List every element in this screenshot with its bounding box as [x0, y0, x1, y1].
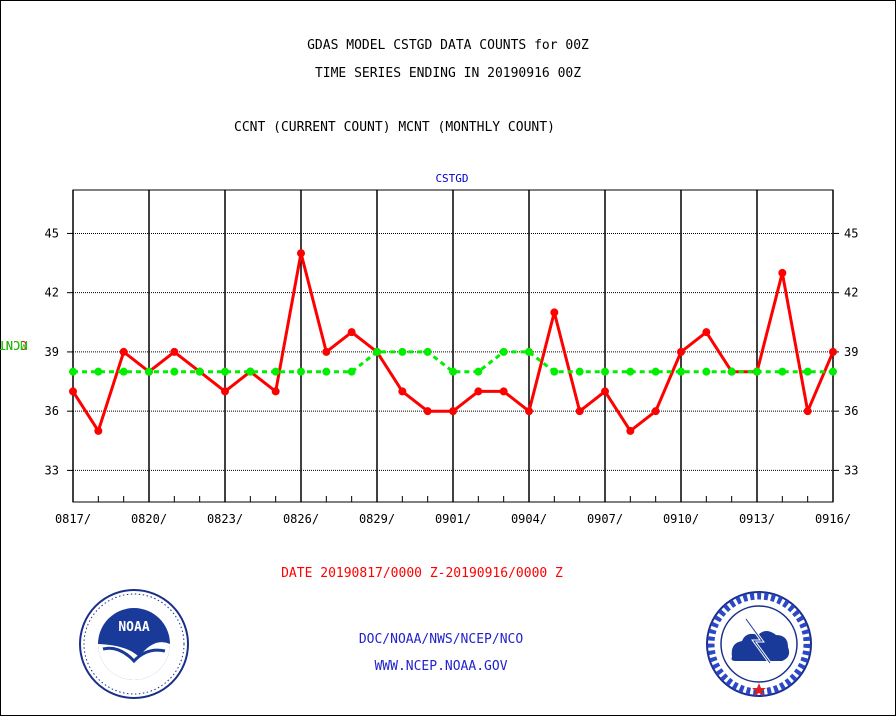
data-point-ccnt — [119, 347, 128, 356]
website-text: WWW.NCEP.NOAA.GOV — [374, 659, 508, 674]
data-point-mcnt — [601, 367, 609, 376]
x-tick-label: 0910/ — [663, 512, 699, 526]
data-point-ccnt — [423, 407, 432, 416]
data-point-mcnt — [94, 367, 103, 376]
data-point-ccnt — [778, 268, 787, 277]
data-point-ccnt — [829, 347, 837, 356]
data-point-mcnt — [271, 367, 280, 376]
data-point-ccnt — [499, 387, 508, 396]
data-point-ccnt — [69, 387, 77, 396]
x-tick-label: 0826/ — [283, 512, 319, 526]
data-point-ccnt — [677, 347, 685, 356]
data-point-mcnt — [753, 367, 761, 376]
data-point-mcnt — [195, 367, 204, 376]
data-point-ccnt — [525, 407, 533, 416]
data-point-ccnt — [271, 387, 280, 396]
data-point-mcnt — [398, 347, 407, 356]
x-tick-label: 0916/ — [815, 512, 851, 526]
chart-title-line2: TIME SERIES ENDING IN 20190916 00Z — [314, 66, 582, 81]
data-point-mcnt — [145, 367, 153, 376]
data-point-mcnt — [373, 347, 381, 356]
chart-title-line3: CCNT (CURRENT COUNT) MCNT (MONTHLY COUNT… — [234, 120, 555, 135]
data-point-mcnt — [499, 347, 508, 356]
noaa-logo-text: NOAA — [118, 620, 149, 635]
x-tick-label: 0823/ — [207, 512, 243, 526]
data-point-mcnt — [575, 367, 584, 376]
y-tick-label-left: 36 — [45, 404, 59, 418]
y-tick-label-right: 36 — [844, 404, 858, 418]
chart-title-line1: GDAS MODEL CSTGD DATA COUNTS for 00Z — [307, 38, 589, 53]
data-point-ccnt — [347, 328, 356, 337]
data-point-mcnt — [829, 367, 837, 376]
y-tick-label-right: 45 — [844, 226, 858, 240]
data-point-mcnt — [525, 347, 533, 356]
x-tick-label: 0817/ — [55, 512, 91, 526]
nws-logo — [706, 591, 812, 697]
data-point-mcnt — [246, 367, 255, 376]
data-point-ccnt — [94, 426, 103, 435]
data-point-mcnt — [297, 367, 305, 376]
x-tick-label: 0829/ — [359, 512, 395, 526]
data-point-mcnt — [170, 367, 179, 376]
data-point-ccnt — [803, 407, 812, 416]
data-point-mcnt — [677, 367, 685, 376]
data-point-ccnt — [626, 426, 635, 435]
data-point-ccnt — [170, 347, 179, 356]
data-point-mcnt — [651, 367, 660, 376]
y-tick-label-right: 33 — [844, 463, 858, 477]
data-point-mcnt — [803, 367, 812, 376]
x-tick-label: 0913/ — [739, 512, 775, 526]
data-point-ccnt — [221, 387, 229, 396]
data-point-mcnt — [778, 367, 787, 376]
data-point-ccnt — [449, 407, 457, 416]
y-tick-label-left: 39 — [45, 345, 59, 359]
data-point-ccnt — [398, 387, 407, 396]
data-point-mcnt — [702, 367, 711, 376]
y-tick-label-right: 42 — [844, 286, 858, 300]
data-point-mcnt — [423, 347, 432, 356]
x-tick-label: 0907/ — [587, 512, 623, 526]
data-point-mcnt — [474, 367, 483, 376]
y-tick-label-left: 45 — [45, 226, 59, 240]
x-tick-label: 0904/ — [511, 512, 547, 526]
y-tick-label-left: 33 — [45, 463, 59, 477]
data-point-ccnt — [297, 249, 305, 258]
data-point-mcnt — [449, 367, 457, 376]
noaa-logo: NOAA — [79, 589, 189, 699]
data-point-ccnt — [322, 347, 331, 356]
data-point-ccnt — [651, 407, 660, 416]
data-point-mcnt — [119, 367, 128, 376]
plot-area — [72, 189, 834, 503]
date-range: DATE 20190817/0000 Z-20190916/0000 Z — [281, 566, 563, 581]
data-point-ccnt — [601, 387, 609, 396]
y-tick-label-right: 39 — [844, 345, 858, 359]
data-point-mcnt — [322, 367, 331, 376]
data-point-mcnt — [347, 367, 356, 376]
data-point-ccnt — [575, 407, 584, 416]
data-point-ccnt — [474, 387, 483, 396]
station-label: CSTGD — [435, 172, 469, 185]
data-point-mcnt — [550, 367, 559, 376]
y-tick-label-left: 42 — [45, 286, 59, 300]
x-tick-label: 0820/ — [131, 512, 167, 526]
data-point-ccnt — [702, 328, 711, 337]
data-point-ccnt — [550, 308, 559, 317]
x-tick-label: 0901/ — [435, 512, 471, 526]
data-point-mcnt — [626, 367, 635, 376]
data-point-mcnt — [69, 367, 77, 376]
agency-text: DOC/NOAA/NWS/NCEP/NCO — [358, 632, 524, 647]
data-point-mcnt — [221, 367, 229, 376]
data-point-mcnt — [727, 367, 736, 376]
